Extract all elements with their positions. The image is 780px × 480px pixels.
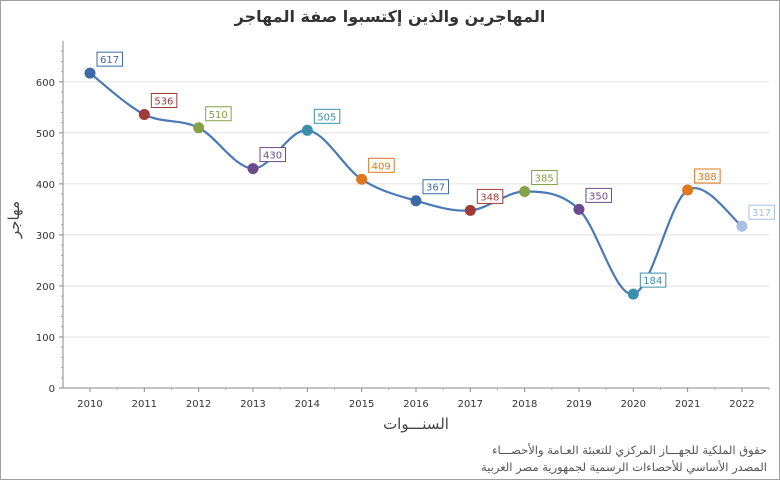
data-point bbox=[464, 204, 476, 216]
x-tick-label: 2017 bbox=[458, 399, 483, 410]
data-label-text: 510 bbox=[209, 110, 228, 121]
data-label: 388 bbox=[694, 168, 721, 184]
data-label: 510 bbox=[205, 106, 232, 122]
x-tick-label: 2022 bbox=[729, 399, 754, 410]
x-tick-label: 2018 bbox=[512, 399, 537, 410]
data-label-text: 385 bbox=[535, 174, 554, 185]
x-tick-label: 2019 bbox=[566, 399, 591, 410]
data-label-box bbox=[150, 92, 178, 108]
data-label-box bbox=[368, 157, 395, 173]
data-point bbox=[247, 163, 259, 175]
data-label-text: 367 bbox=[426, 183, 445, 194]
data-label-box bbox=[639, 272, 667, 288]
x-tick-label: 2014 bbox=[295, 399, 320, 410]
data-label: 317 bbox=[748, 204, 775, 220]
chart-title: المهاجرين والذين إكتسبوا صفة المهاجر bbox=[234, 7, 546, 26]
data-point bbox=[301, 124, 313, 136]
footer-source: المصدر الأساسي للأحصاءات الرسمية لجمهوري… bbox=[481, 460, 767, 474]
data-point bbox=[627, 288, 639, 300]
data-point bbox=[410, 195, 422, 207]
x-tick-label: 2021 bbox=[675, 399, 700, 410]
data-label: 409 bbox=[368, 157, 395, 173]
data-label-box bbox=[476, 188, 504, 204]
data-label-text: 505 bbox=[317, 112, 336, 123]
y-tick-label: 600 bbox=[36, 78, 55, 89]
data-label-box bbox=[748, 204, 775, 220]
data-point bbox=[682, 184, 694, 196]
data-label-text: 350 bbox=[589, 191, 608, 202]
x-axis-label: السنـــوات bbox=[383, 415, 449, 433]
data-label: 350 bbox=[585, 187, 612, 203]
data-label: 505 bbox=[313, 108, 341, 124]
y-tick-label: 200 bbox=[36, 282, 55, 293]
data-point bbox=[573, 203, 585, 215]
data-label: 184 bbox=[639, 272, 667, 288]
data-label-text: 536 bbox=[154, 96, 173, 107]
data-label-text: 430 bbox=[263, 151, 282, 162]
x-tick-label: 2016 bbox=[403, 399, 428, 410]
x-tick-label: 2012 bbox=[186, 399, 211, 410]
data-label: 617 bbox=[96, 51, 123, 67]
y-tick-label: 500 bbox=[36, 129, 55, 140]
data-label-text: 617 bbox=[100, 55, 119, 66]
data-point bbox=[84, 67, 96, 79]
data-label-text: 317 bbox=[752, 208, 771, 219]
data-label: 367 bbox=[422, 179, 449, 195]
data-label: 536 bbox=[150, 92, 178, 108]
data-label-box bbox=[531, 170, 558, 186]
y-tick-label: 300 bbox=[36, 231, 55, 242]
x-tick-label: 2015 bbox=[349, 399, 374, 410]
y-axis-label: مهاجر bbox=[5, 201, 23, 239]
x-tick-label: 2020 bbox=[621, 399, 646, 410]
data-label-text: 409 bbox=[372, 161, 391, 172]
x-tick-label: 2013 bbox=[240, 399, 265, 410]
footer-copyright: حقوق الملكية للجهـــاز المركزي للتعبئة ا… bbox=[492, 443, 767, 457]
data-label-box bbox=[313, 108, 341, 124]
data-label-box bbox=[585, 187, 612, 203]
data-label-text: 184 bbox=[643, 276, 662, 287]
data-label-box bbox=[96, 51, 123, 67]
data-point bbox=[736, 220, 748, 232]
data-point bbox=[193, 122, 205, 134]
data-label-box bbox=[259, 147, 286, 163]
data-label-box bbox=[694, 168, 721, 184]
y-tick-label: 0 bbox=[49, 384, 55, 395]
y-tick-label: 400 bbox=[36, 180, 55, 191]
data-point bbox=[356, 173, 368, 185]
plot-area bbox=[63, 41, 769, 388]
data-label-box bbox=[205, 106, 232, 122]
data-label: 385 bbox=[531, 170, 558, 186]
y-tick-label: 100 bbox=[36, 333, 55, 344]
data-point bbox=[138, 108, 150, 120]
x-tick-label: 2010 bbox=[77, 399, 102, 410]
data-label: 430 bbox=[259, 147, 286, 163]
data-label: 348 bbox=[476, 188, 504, 204]
data-label-text: 348 bbox=[480, 192, 499, 203]
data-point bbox=[519, 186, 531, 198]
data-label-text: 388 bbox=[698, 172, 717, 183]
data-label-box bbox=[422, 179, 449, 195]
x-tick-label: 2011 bbox=[132, 399, 157, 410]
